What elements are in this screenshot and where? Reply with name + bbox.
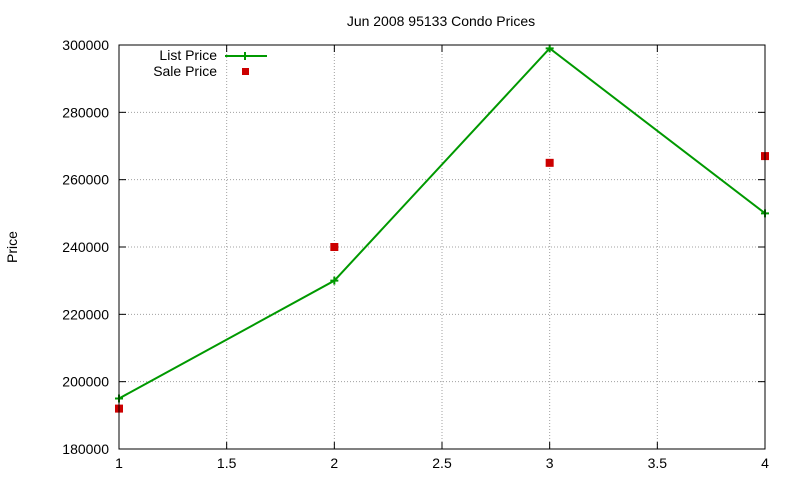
grid-lines xyxy=(119,45,765,449)
legend: List Price Sale Price xyxy=(153,47,267,79)
y-tick-label: 180000 xyxy=(62,441,109,457)
plot-frame xyxy=(118,44,766,450)
x-tick-label: 1 xyxy=(115,455,123,471)
y-tick-label: 280000 xyxy=(62,104,109,120)
data-point-list-price xyxy=(545,44,554,53)
y-tick-label: 260000 xyxy=(62,172,109,188)
y-tick-label: 220000 xyxy=(62,306,109,322)
x-tick-label: 3 xyxy=(546,455,554,471)
y-axis-label: Price xyxy=(4,231,20,263)
data-point-list-price xyxy=(330,276,339,285)
tick-labels: 1 1.5 2 2.5 3 3.5 4 180000 200000 220000 240000 260… xyxy=(62,37,769,471)
legend-label-list-price: List Price xyxy=(159,47,217,63)
x-tick-label: 2.5 xyxy=(432,455,452,471)
x-tick-label: 2 xyxy=(330,455,338,471)
y-tick-label: 240000 xyxy=(62,239,109,255)
series-line-list-price xyxy=(118,47,766,400)
data-point-sale-price xyxy=(330,243,339,251)
x-tick-label: 1.5 xyxy=(217,455,237,471)
legend-marker-sale-price xyxy=(242,68,249,75)
data-point-sale-price xyxy=(545,158,554,167)
legend-marker-list-price xyxy=(241,52,249,60)
x-tick-label: 4 xyxy=(761,455,769,471)
y-tick-label: 300000 xyxy=(62,37,109,53)
y-tick-label: 200000 xyxy=(62,374,109,390)
chart-title: Jun 2008 95133 Condo Prices xyxy=(347,13,535,29)
legend-label-sale-price: Sale Price xyxy=(153,63,217,79)
x-tick-label: 3.5 xyxy=(648,455,668,471)
